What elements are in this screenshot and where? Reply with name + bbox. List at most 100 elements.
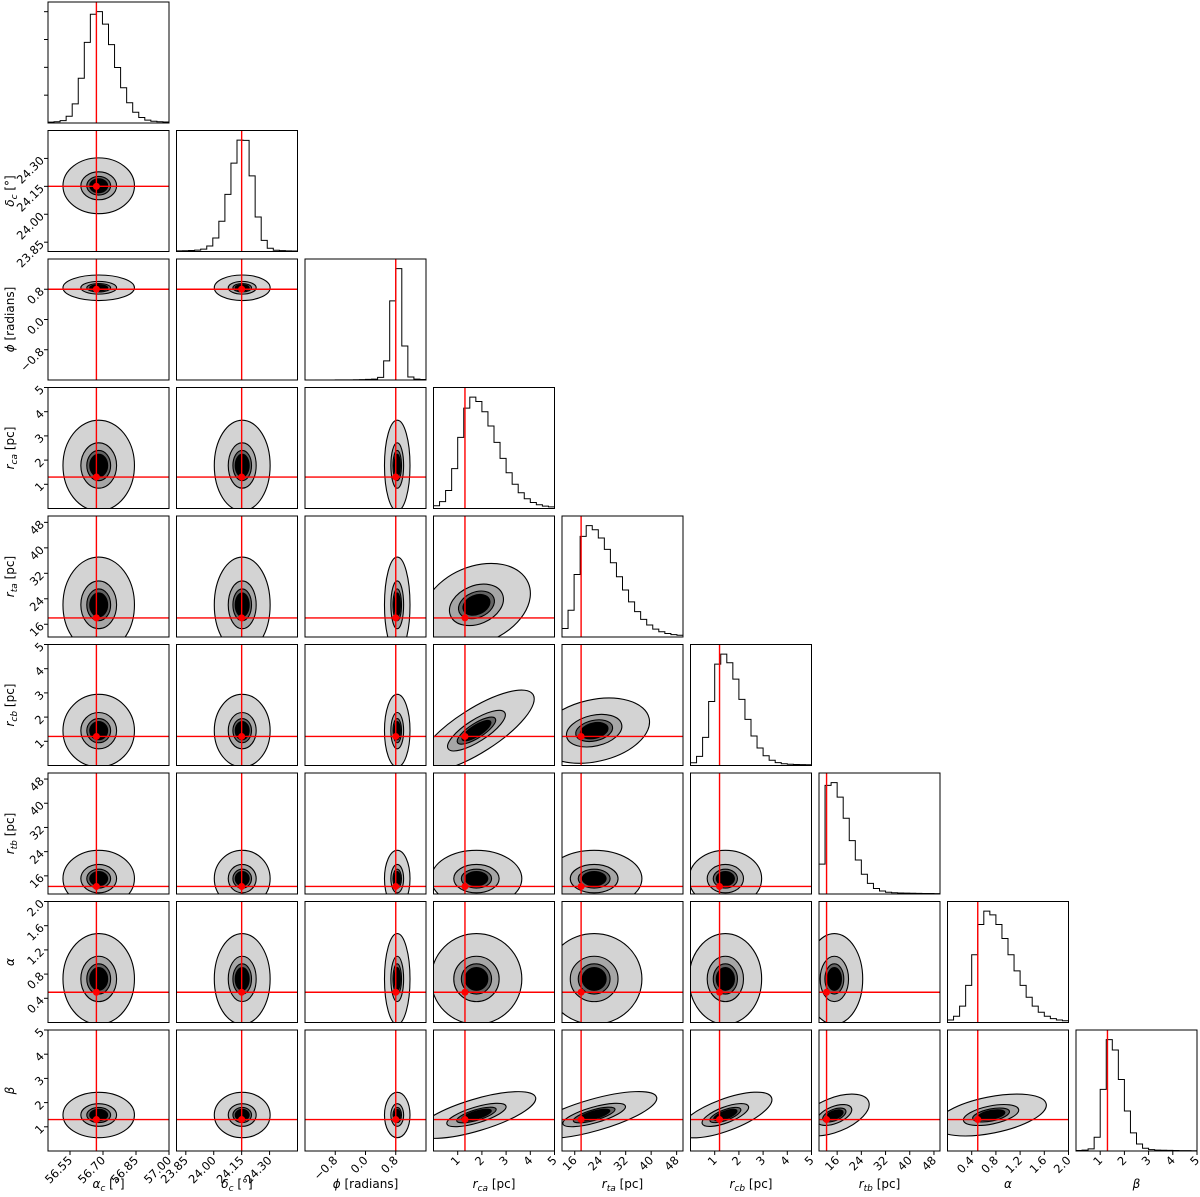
y-tick-label: 4 (32, 1049, 47, 1064)
contours-5-2 (383, 693, 411, 766)
truth-point-6-3 (461, 882, 469, 890)
y-axis-label-4: rta [pc] (3, 556, 20, 597)
panel-frame (304, 1029, 427, 1152)
contours-7-3 (433, 933, 523, 1023)
panel-6-4 (561, 772, 684, 895)
panel-frame (433, 387, 555, 509)
panel-3-0: 1 2 3 4 5 rca [pc] (3, 383, 170, 509)
histogram-4 (562, 525, 683, 637)
x-tick-label: 56.55 (42, 1153, 75, 1186)
truth-point-5-2 (392, 732, 400, 740)
panel-frame (176, 901, 298, 1023)
contours-5-0 (62, 693, 135, 766)
truth-point-8-0 (92, 1116, 100, 1124)
panel-0-0 (44, 1, 170, 124)
truth-point-8-5 (716, 1116, 724, 1124)
x-tick-label: 32 (611, 1153, 631, 1173)
x-axis-label-2: ϕ [radians] (333, 1177, 399, 1191)
contours-8-0 (62, 1091, 136, 1139)
y-tick-label: 0.4 (24, 993, 47, 1016)
panel-frame (47, 772, 170, 895)
truth-point-5-3 (461, 732, 469, 740)
y-tick-label: 1.6 (24, 921, 47, 944)
x-axis-label-1: δc [°] (221, 1177, 252, 1194)
y-tick-label: 5 (32, 640, 47, 655)
x-tick-label: 3 (1139, 1153, 1154, 1168)
panel-frame (561, 901, 684, 1023)
contours-6-4 (562, 849, 643, 894)
panel-frame (176, 387, 298, 509)
x-tick-label: 2 (472, 1153, 487, 1168)
x-tick-label: 24.00 (186, 1153, 219, 1186)
panel-frame (561, 772, 684, 895)
panel-frame (433, 772, 555, 895)
x-tick-label: 4 (777, 1153, 792, 1168)
x-axis-label-4: rta [pc] (602, 1177, 643, 1194)
panel-frame (304, 515, 427, 638)
contour-level-3 (581, 967, 607, 991)
truth-point-4-3 (461, 614, 469, 622)
y-axis-label-3: rca [pc] (3, 427, 20, 470)
truth-point-4-1 (238, 614, 246, 622)
contour-level-3 (464, 967, 489, 991)
y-tick-label: 24 (27, 847, 47, 867)
contour-level-3 (464, 871, 489, 887)
contours-3-0 (62, 419, 135, 509)
panel-frame (433, 644, 555, 766)
contours-8-5 (690, 1091, 773, 1139)
contour-level-3 (461, 719, 492, 742)
x-axis-label-5: rcb [pc] (729, 1177, 772, 1194)
panel-1-1 (176, 130, 298, 252)
panel-3-3 (433, 387, 555, 509)
histogram-0 (48, 11, 169, 123)
panel-7-3 (433, 901, 555, 1023)
panel-frame (176, 1029, 298, 1152)
histogram-7 (947, 910, 1069, 1023)
contour-level-3 (393, 453, 401, 478)
contours-6-5 (690, 849, 763, 894)
y-axis-label-8: β (3, 1086, 17, 1095)
panel-frame (690, 1029, 812, 1152)
y-tick-label: 5 (32, 1025, 47, 1040)
panel-8-8: 1 2 3 4 5 β (1075, 1029, 1200, 1191)
truth-point-4-2 (392, 614, 400, 622)
panel-4-0: 16 24 32 40 48 rta [pc] (3, 515, 170, 640)
truth-point-8-1 (238, 1116, 246, 1124)
y-tick-label: 1 (32, 479, 47, 494)
y-tick-label: 24 (27, 594, 47, 614)
panel-8-4: 16 24 32 40 48 rta [pc] (560, 1029, 684, 1194)
contours-5-3 (433, 689, 535, 766)
contour-level-3 (462, 593, 491, 616)
truth-point-7-3 (461, 988, 469, 996)
x-tick-label: 0.8 (978, 1153, 1001, 1176)
contours-7-2 (383, 933, 411, 1023)
contours-8-3 (433, 1091, 537, 1139)
panel-frame (690, 772, 812, 895)
histogram-8 (1076, 1039, 1197, 1151)
panel-frame (47, 387, 170, 509)
x-tick-label: 3 (753, 1153, 768, 1168)
truth-point-5-0 (92, 732, 100, 740)
x-tick-label: 2 (1114, 1153, 1129, 1168)
panel-6-3 (433, 772, 555, 895)
truth-point-8-4 (577, 1116, 585, 1124)
panel-7-6 (818, 901, 941, 1023)
panel-frame (1075, 1029, 1198, 1152)
truth-point-6-5 (716, 882, 724, 890)
panel-8-5: 1 2 3 4 5 rcb [pc] (690, 1029, 817, 1194)
panel-8-2: −0.8 0.0 0.8ϕ [radians] (304, 1029, 427, 1191)
truth-point-2-0 (92, 285, 100, 293)
contours-5-4 (562, 697, 651, 764)
truth-point-8-7 (974, 1116, 982, 1124)
truth-point-6-2 (392, 882, 400, 890)
panel-frame (947, 1029, 1069, 1152)
panel-frame (818, 1029, 941, 1152)
panel-frame (433, 515, 555, 638)
truth-point-3-2 (392, 473, 400, 481)
panel-frame (176, 515, 298, 638)
y-tick-label: 23.85 (14, 237, 47, 270)
x-tick-label: 4 (1163, 1153, 1178, 1168)
truth-point-8-6 (823, 1116, 831, 1124)
